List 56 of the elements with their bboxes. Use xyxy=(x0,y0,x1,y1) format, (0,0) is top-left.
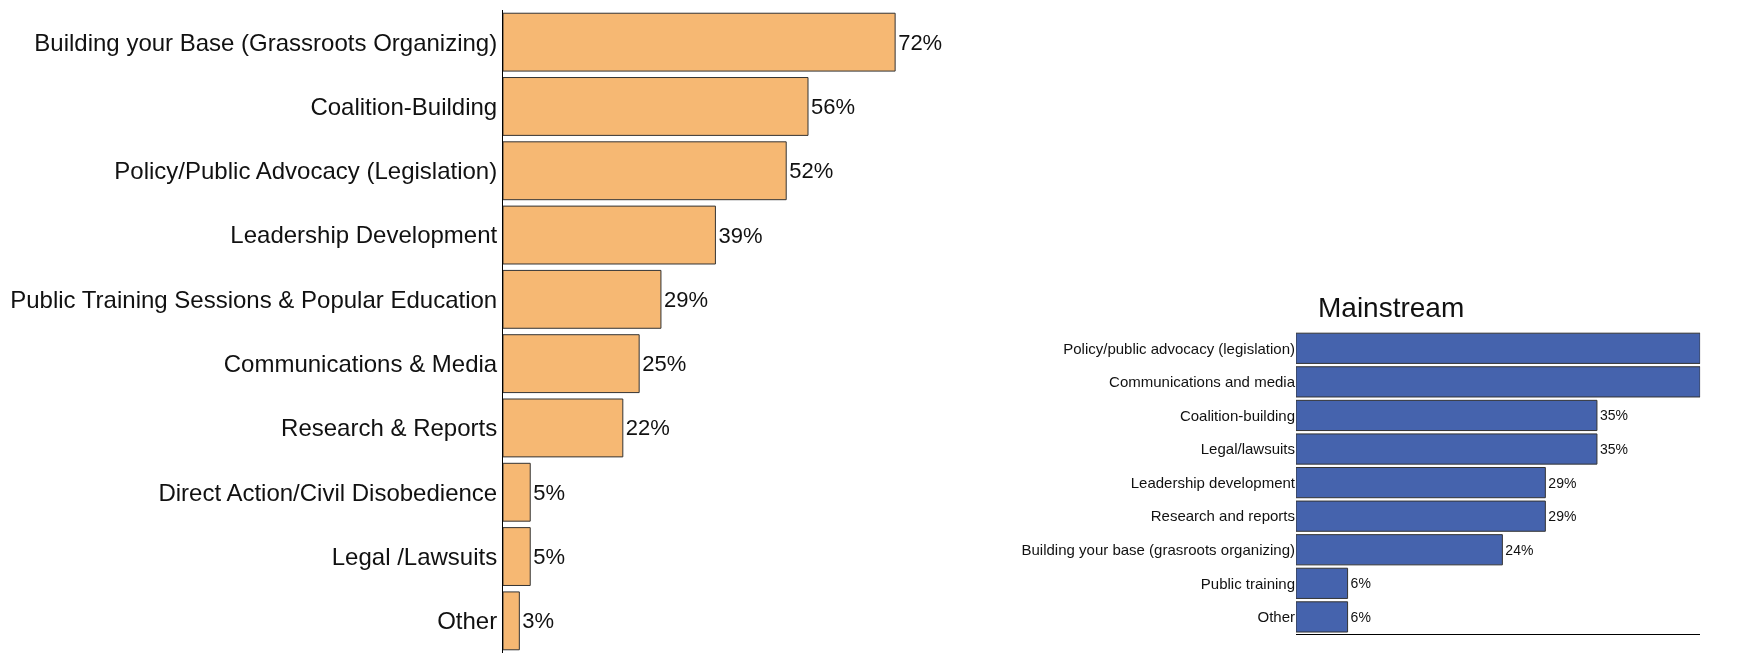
y-tick-label: Leadership Development xyxy=(230,221,498,249)
data-label: 3% xyxy=(522,608,555,634)
bar xyxy=(503,12,896,72)
y-tick-label: Policy/public advocacy (legislation) xyxy=(1063,339,1295,357)
data-label: 5% xyxy=(533,544,566,570)
bar xyxy=(1296,534,1503,566)
bar xyxy=(1296,366,1701,398)
y-tick-label: Other xyxy=(1257,608,1295,626)
y-tick-label: Public training xyxy=(1200,574,1295,592)
y-tick-label: Coalition-Building xyxy=(310,92,498,120)
bar xyxy=(503,77,809,136)
bar xyxy=(503,141,787,201)
y-tick-label: Legal /Lawsuits xyxy=(331,542,498,570)
chart-title: Mainstream xyxy=(1318,292,1465,323)
data-label: 6% xyxy=(1350,608,1371,625)
y-tick-label: Building your Base (Grassroots Organizing) xyxy=(34,28,498,56)
bar xyxy=(503,527,531,586)
y-tick-label: Other xyxy=(437,607,498,635)
y-tick-label: Building your base (grasroots organizing) xyxy=(1021,541,1295,559)
y-tick-label: Research & Reports xyxy=(281,414,498,442)
bar xyxy=(1296,500,1546,532)
bar xyxy=(503,269,662,329)
data-label: 39% xyxy=(718,222,763,248)
y-tick-label: Public Training Sessions & Popular Education xyxy=(10,285,498,313)
data-label: 29% xyxy=(1548,474,1577,491)
bar xyxy=(503,398,624,458)
bar xyxy=(503,205,716,265)
bar xyxy=(1296,567,1349,599)
data-label: 22% xyxy=(625,415,670,441)
y-tick-label: Communications & Media xyxy=(223,350,498,378)
data-label: 25% xyxy=(642,351,687,377)
data-label: 35% xyxy=(1599,441,1628,458)
y-tick-label: Legal/lawsuits xyxy=(1200,440,1295,458)
data-label: 35% xyxy=(1599,407,1628,424)
bar xyxy=(1296,466,1546,499)
data-label: 24% xyxy=(1505,541,1534,558)
bar xyxy=(1296,433,1598,465)
bar xyxy=(503,334,640,394)
bar xyxy=(1296,399,1598,432)
y-tick-label: Coalition-building xyxy=(1179,406,1295,424)
bar xyxy=(503,591,520,651)
data-label: 72% xyxy=(898,29,943,55)
data-label: 5% xyxy=(533,479,566,505)
y-tick-label: Policy/Public Advocacy (Legislation) xyxy=(114,157,498,185)
bar xyxy=(1296,332,1701,364)
data-label: 6% xyxy=(1350,575,1371,592)
data-label: 29% xyxy=(1548,508,1577,525)
y-tick-label: Research and reports xyxy=(1150,507,1295,525)
y-tick-label: Communications and media xyxy=(1109,373,1296,391)
bar xyxy=(1296,601,1349,633)
y-tick-label: Leadership development xyxy=(1130,473,1296,491)
data-label: 56% xyxy=(811,93,856,119)
data-label: 52% xyxy=(789,158,834,184)
y-tick-label: Direct Action/Civil Disobedience xyxy=(158,478,498,506)
data-label: 29% xyxy=(663,286,708,312)
bar xyxy=(503,462,531,522)
